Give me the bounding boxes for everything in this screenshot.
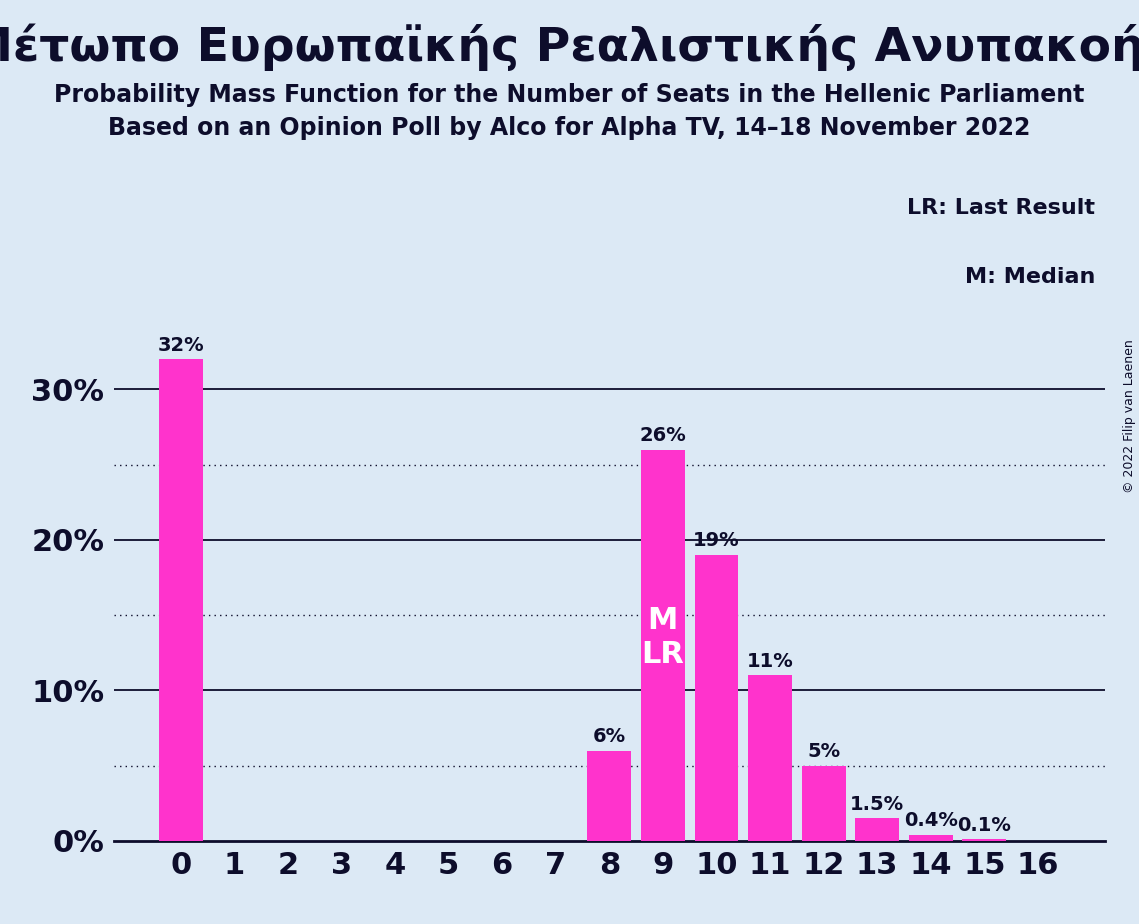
- Text: 11%: 11%: [747, 651, 794, 671]
- Text: 1.5%: 1.5%: [850, 795, 904, 814]
- Text: © 2022 Filip van Laenen: © 2022 Filip van Laenen: [1123, 339, 1137, 492]
- Text: M
LR: M LR: [641, 606, 685, 669]
- Text: 0.4%: 0.4%: [903, 811, 958, 831]
- Bar: [641, 450, 685, 841]
- Text: Probability Mass Function for the Number of Seats in the Hellenic Parliament: Probability Mass Function for the Number…: [55, 83, 1084, 107]
- Bar: [588, 750, 631, 841]
- Bar: [748, 675, 792, 841]
- Text: 5%: 5%: [808, 742, 841, 761]
- Text: Μέτωπο Ευρωπαϊκής Ρεαλιστικής Ανυπακοής: Μέτωπο Ευρωπαϊκής Ρεαλιστικής Ανυπακοής: [0, 23, 1139, 70]
- Bar: [909, 834, 952, 841]
- Text: Based on an Opinion Poll by Alco for Alpha TV, 14–18 November 2022: Based on an Opinion Poll by Alco for Alp…: [108, 116, 1031, 140]
- Bar: [159, 359, 203, 841]
- Text: LR: Last Result: LR: Last Result: [907, 199, 1095, 218]
- Text: 26%: 26%: [639, 426, 687, 445]
- Bar: [802, 766, 845, 841]
- Text: 0.1%: 0.1%: [958, 816, 1011, 834]
- Text: 32%: 32%: [157, 335, 204, 355]
- Bar: [962, 839, 1006, 841]
- Bar: [855, 819, 899, 841]
- Text: M: Median: M: Median: [965, 267, 1095, 286]
- Text: 6%: 6%: [592, 727, 626, 746]
- Bar: [695, 555, 738, 841]
- Text: 19%: 19%: [694, 531, 740, 551]
